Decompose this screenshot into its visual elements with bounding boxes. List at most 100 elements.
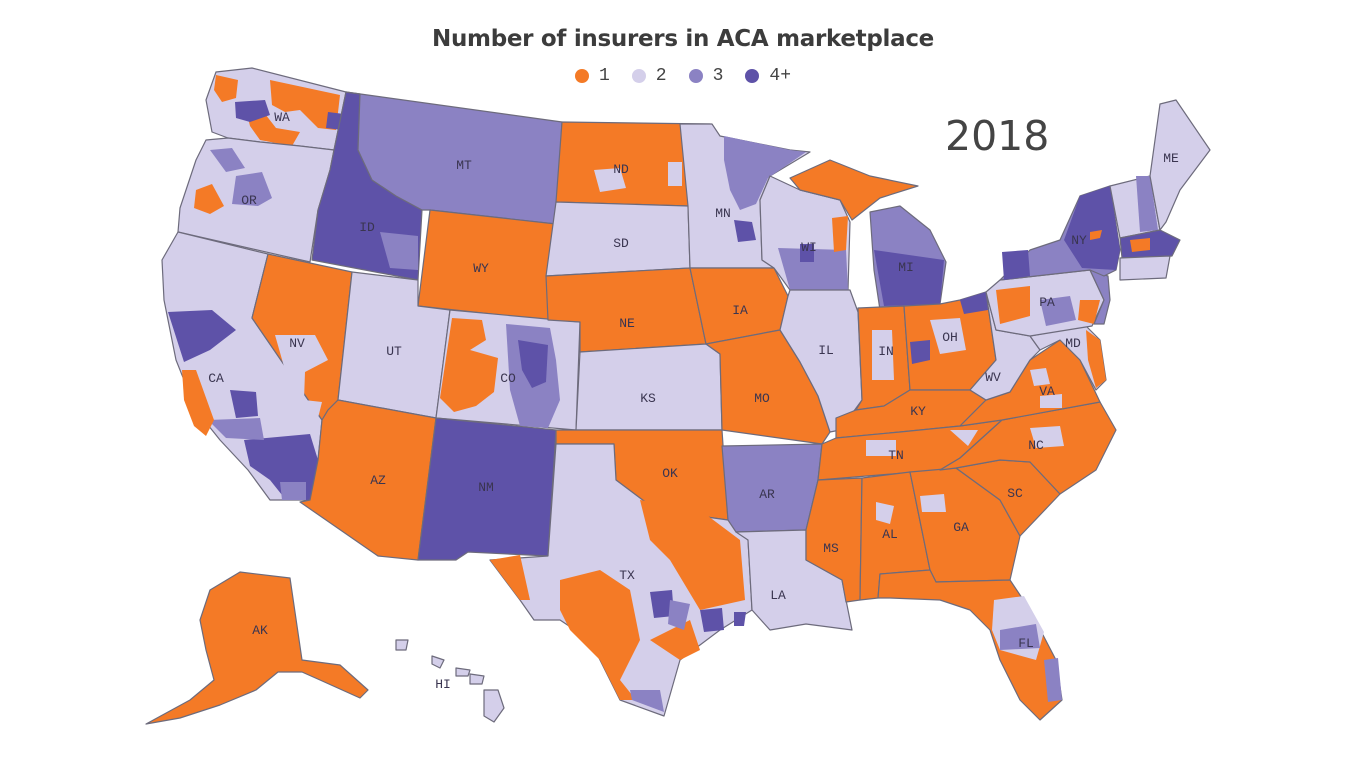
label-sd: SD bbox=[613, 236, 629, 251]
label-mt: MT bbox=[456, 158, 472, 173]
legend-item-2: 2 bbox=[631, 66, 667, 86]
region-4 bbox=[734, 220, 756, 242]
region-1 bbox=[1086, 330, 1106, 388]
label-oh: OH bbox=[942, 330, 958, 345]
region-4 bbox=[518, 340, 548, 388]
label-mi: MI bbox=[898, 260, 914, 275]
region-1 bbox=[214, 75, 340, 146]
label-ne: NE bbox=[619, 316, 635, 331]
region-2 bbox=[594, 162, 682, 192]
region-3 bbox=[778, 248, 848, 290]
region-4 bbox=[874, 250, 944, 306]
label-ny: NY bbox=[1071, 233, 1087, 248]
region-1 bbox=[182, 370, 214, 436]
region-2 bbox=[872, 330, 894, 380]
legend-item-1: 1 bbox=[574, 66, 610, 86]
region-1 bbox=[194, 184, 224, 214]
region-3 bbox=[1040, 296, 1076, 326]
label-nc: NC bbox=[1028, 438, 1044, 453]
label-ar: AR bbox=[759, 487, 775, 502]
state-hi[interactable] bbox=[395, 639, 505, 723]
label-nm: NM bbox=[478, 480, 494, 495]
legend: 1 2 3 4+ bbox=[0, 66, 1366, 86]
label-ak: AK bbox=[252, 623, 268, 638]
region-3 bbox=[380, 232, 418, 270]
label-va: VA bbox=[1039, 384, 1055, 399]
region-4 bbox=[910, 292, 988, 364]
label-wi: WI bbox=[801, 240, 817, 255]
region-2 bbox=[275, 335, 328, 418]
label-nd: ND bbox=[613, 162, 629, 177]
region-4 bbox=[800, 244, 814, 262]
region-3 bbox=[724, 136, 806, 210]
region-4 bbox=[1002, 186, 1120, 280]
legend-label: 1 bbox=[598, 66, 610, 86]
label-la: LA bbox=[770, 588, 786, 603]
region-3 bbox=[1136, 176, 1158, 232]
label-fl: FL bbox=[1018, 636, 1034, 651]
legend-label: 4+ bbox=[769, 66, 792, 86]
label-md: MD bbox=[1065, 336, 1081, 351]
state-ks[interactable] bbox=[575, 343, 723, 431]
label-me: ME bbox=[1163, 151, 1179, 166]
label-hi: HI bbox=[435, 677, 451, 692]
label-al: AL bbox=[882, 527, 898, 542]
region-1 bbox=[996, 286, 1100, 324]
state-mi-upper[interactable] bbox=[789, 159, 919, 221]
state-nj[interactable] bbox=[1089, 269, 1111, 325]
label-mo: MO bbox=[754, 391, 770, 406]
label-il: IL bbox=[818, 343, 834, 358]
legend-dot-light-purple-icon bbox=[631, 69, 646, 83]
label-wv: WV bbox=[985, 370, 1001, 385]
state-me[interactable] bbox=[1149, 99, 1211, 231]
region-3 bbox=[210, 148, 272, 206]
region-2 bbox=[876, 502, 894, 524]
legend-label: 3 bbox=[712, 66, 724, 86]
state-labels: WA OR CA NV ID MT WY UT AZ CO NM ND SD N… bbox=[208, 110, 1179, 692]
label-ut: UT bbox=[386, 344, 402, 359]
label-wa: WA bbox=[274, 110, 290, 125]
region-2 bbox=[920, 494, 946, 512]
label-or: OR bbox=[241, 193, 257, 208]
label-ky: KY bbox=[910, 404, 926, 419]
label-ga: GA bbox=[953, 520, 969, 535]
legend-item-3: 3 bbox=[688, 66, 724, 86]
state-ct-ri[interactable] bbox=[1119, 255, 1171, 281]
label-mn: MN bbox=[715, 206, 731, 221]
region-4 bbox=[650, 590, 746, 632]
state-il[interactable] bbox=[779, 289, 863, 433]
label-ms: MS bbox=[823, 541, 839, 556]
label-pa: PA bbox=[1039, 295, 1055, 310]
region-1 bbox=[490, 500, 745, 700]
label-ia: IA bbox=[732, 303, 748, 318]
legend-item-4: 4+ bbox=[745, 66, 791, 86]
region-2 bbox=[866, 430, 978, 456]
year-label: 2018 bbox=[945, 112, 1050, 160]
label-ks: KS bbox=[640, 391, 656, 406]
region-2 bbox=[1030, 368, 1062, 408]
label-id: ID bbox=[359, 220, 375, 235]
label-tx: TX bbox=[619, 568, 635, 583]
label-az: AZ bbox=[370, 473, 386, 488]
legend-dot-medium-purple-icon bbox=[688, 69, 703, 83]
region-2 bbox=[1030, 426, 1064, 448]
region-3 bbox=[1000, 624, 1062, 702]
state-nc[interactable] bbox=[939, 401, 1117, 495]
label-sc: SC bbox=[1007, 486, 1023, 501]
label-tn: TN bbox=[888, 448, 904, 463]
label-wy: WY bbox=[473, 261, 489, 276]
label-ca: CA bbox=[208, 371, 224, 386]
region-2 bbox=[930, 318, 966, 354]
region-1 bbox=[1090, 230, 1102, 240]
label-nv: NV bbox=[289, 336, 305, 351]
chart-title: Number of insurers in ACA marketplace bbox=[432, 26, 934, 52]
legend-dot-dark-purple-icon bbox=[745, 69, 760, 83]
label-co: CO bbox=[500, 371, 516, 386]
label-ok: OK bbox=[662, 466, 678, 481]
region-3 bbox=[630, 600, 690, 712]
region-3 bbox=[208, 418, 306, 500]
legend-label: 2 bbox=[655, 66, 667, 86]
region-4 bbox=[168, 310, 318, 500]
state-ak[interactable] bbox=[145, 571, 369, 725]
region-1 bbox=[440, 318, 498, 412]
